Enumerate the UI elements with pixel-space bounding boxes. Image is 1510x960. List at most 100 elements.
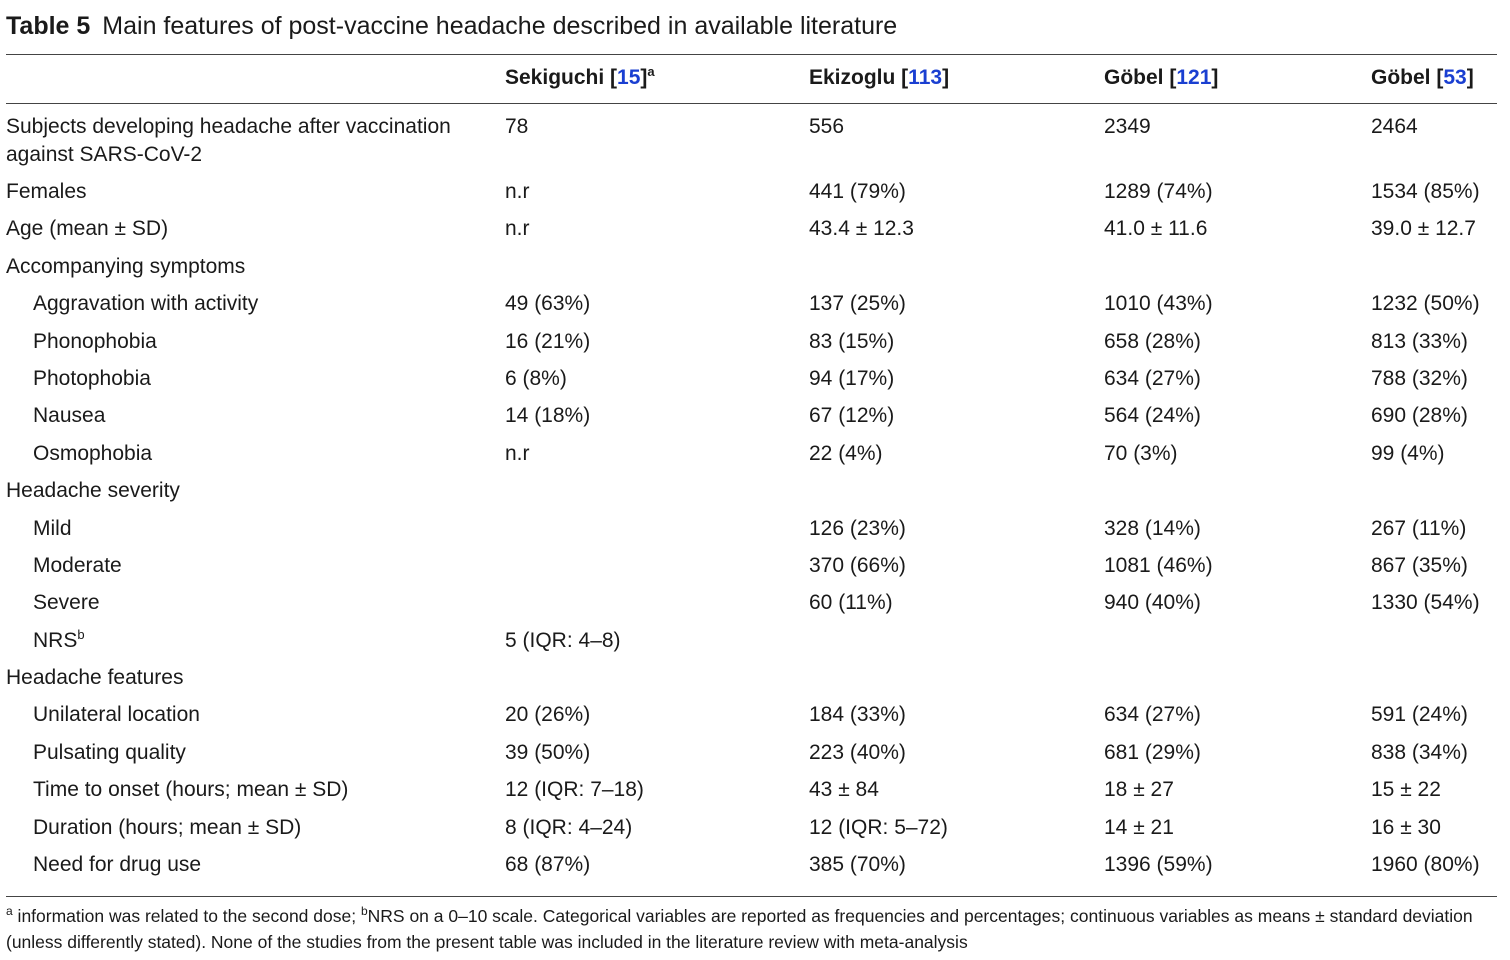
- row-label: Phonophobia: [33, 329, 157, 353]
- table-row: NRSb 5 (IQR: 4–8): [0, 627, 1510, 664]
- table-cell: 867 (35%): [1371, 553, 1468, 577]
- row-label: Nausea: [33, 404, 106, 428]
- table-cell: 137 (25%): [809, 292, 906, 316]
- table-cell: 690 (28%): [1371, 404, 1468, 428]
- table-cell: 67 (12%): [809, 404, 895, 428]
- row-label: Duration (hours; mean ± SD): [33, 815, 302, 839]
- table-row: Pulsating quality 39 (50%) 223 (40%) 681…: [0, 739, 1510, 776]
- footnote-mark: a: [647, 64, 655, 79]
- table-cell: 43 ± 84: [809, 778, 879, 802]
- row-label: Severe: [33, 591, 100, 615]
- table-label: Table 5: [6, 12, 91, 40]
- table-cell: 1960 (80%): [1371, 853, 1480, 877]
- column-header-sekiguchi: Sekiguchi [15]a: [505, 64, 655, 89]
- table-row: Unilateral location 20 (26%) 184 (33%) 6…: [0, 701, 1510, 738]
- table-cell: 838 (34%): [1371, 740, 1468, 764]
- table-cell: 39 (50%): [505, 740, 591, 764]
- row-label: Unilateral location: [33, 703, 200, 727]
- column-header-gobel-53: Göbel [53]: [1371, 66, 1474, 89]
- row-label: Aggravation with activity: [33, 292, 259, 316]
- table-cell: 12 (IQR: 5–72): [809, 815, 948, 839]
- table-cell: n.r: [505, 180, 530, 203]
- table-row: Aggravation with activity 49 (63%) 137 (…: [0, 290, 1510, 327]
- table-cell: 223 (40%): [809, 740, 906, 764]
- table-cell: 41.0 ± 11.6: [1104, 217, 1208, 241]
- top-rule: [6, 54, 1497, 55]
- table-cell: 8 (IQR: 4–24): [505, 815, 633, 839]
- section-label: Headache severity: [6, 479, 180, 503]
- table-cell: 14 (18%): [505, 404, 591, 428]
- citation-link[interactable]: 53: [1443, 66, 1467, 89]
- citation-link[interactable]: 113: [908, 66, 943, 89]
- table-cell: 126 (23%): [809, 516, 906, 540]
- table-row: Age (mean ± SD) n.r 43.4 ± 12.3 41.0 ± 1…: [0, 215, 1510, 252]
- table-row: Duration (hours; mean ± SD) 8 (IQR: 4–24…: [0, 814, 1510, 851]
- table-cell: 1010 (43%): [1104, 292, 1213, 316]
- table-cell: 634 (27%): [1104, 366, 1201, 390]
- row-label: Pulsating quality: [33, 740, 186, 764]
- table-cell: 70 (3%): [1104, 441, 1178, 465]
- table-cell: 68 (87%): [505, 853, 591, 877]
- table-row: Females n.r 441 (79%) 1289 (74%) 1534 (8…: [0, 178, 1510, 215]
- table-cell: 441 (79%): [809, 180, 906, 203]
- table-cell: 16 ± 30: [1371, 815, 1441, 839]
- table-cell: 6 (8%): [505, 366, 567, 390]
- table-cell: 328 (14%): [1104, 516, 1201, 540]
- column-header-ekizoglu: Ekizoglu [113]: [809, 66, 950, 89]
- table-cell: 184 (33%): [809, 703, 906, 727]
- table-cell: 2349: [1104, 115, 1151, 138]
- table-cell: 813 (33%): [1371, 329, 1468, 353]
- footnote-mark: b: [77, 626, 85, 642]
- table-cell: 94 (17%): [809, 366, 895, 390]
- table-cell: 1330 (54%): [1371, 591, 1480, 615]
- table-cell: 2464: [1371, 115, 1418, 138]
- table-cell: n.r: [505, 217, 530, 241]
- table-cell: 99 (4%): [1371, 441, 1445, 465]
- table-cell: 564 (24%): [1104, 404, 1201, 428]
- table-cell: 14 ± 21: [1104, 815, 1174, 839]
- table-cell: 556: [809, 115, 845, 138]
- table-cell: 5 (IQR: 4–8): [505, 628, 621, 652]
- table-footnote: a information was related to the second …: [6, 904, 1473, 952]
- citation-link[interactable]: 121: [1176, 66, 1212, 89]
- table-caption: Table 5 Main features of post-vaccine hea…: [6, 8, 897, 44]
- footnote-mark: a: [6, 904, 13, 919]
- table-cell: 385 (70%): [809, 853, 906, 877]
- table-cell: 681 (29%): [1104, 740, 1201, 764]
- table-cell: 1396 (59%): [1104, 853, 1213, 877]
- table-cell: 370 (66%): [809, 553, 906, 577]
- row-label: NRSb: [33, 626, 85, 652]
- table-cell: 1081 (46%): [1104, 553, 1213, 577]
- row-label: Moderate: [33, 553, 122, 577]
- table-cell: 788 (32%): [1371, 366, 1468, 390]
- section-label: Accompanying symptoms: [6, 254, 246, 278]
- row-label: Females: [6, 180, 87, 203]
- row-label: Osmophobia: [33, 441, 153, 465]
- row-label: Subjects developing headache after vacci…: [6, 115, 451, 166]
- table-row: Photophobia 6 (8%) 94 (17%) 634 (27%) 78…: [0, 365, 1510, 402]
- table-cell: 591 (24%): [1371, 703, 1468, 727]
- table-cell: 78: [505, 115, 529, 138]
- table-cell: 60 (11%): [809, 591, 893, 615]
- citation-link[interactable]: 15: [617, 66, 641, 89]
- table-cell: 12 (IQR: 7–18): [505, 778, 644, 802]
- row-label: Photophobia: [33, 366, 151, 390]
- table-header-row: Sekiguchi [15]a Ekizoglu [113] Göbel [12…: [0, 60, 1510, 96]
- row-label: Need for drug use: [33, 853, 202, 877]
- section-row: Accompanying symptoms: [0, 253, 1510, 290]
- table-cell: 634 (27%): [1104, 703, 1201, 727]
- table-cell: 20 (26%): [505, 703, 591, 727]
- table-row: Time to onset (hours; mean ± SD) 12 (IQR…: [0, 776, 1510, 813]
- table-cell: 83 (15%): [809, 329, 895, 353]
- table-row: Nausea 14 (18%) 67 (12%) 564 (24%) 690 (…: [0, 402, 1510, 439]
- table-cell: 940 (40%): [1104, 591, 1201, 615]
- row-label: Age (mean ± SD): [6, 217, 169, 241]
- table-row: Subjects developing headache after vacci…: [0, 113, 1510, 178]
- row-label: Time to onset (hours; mean ± SD): [33, 778, 349, 802]
- table-title: Main features of post-vaccine headache d…: [102, 12, 898, 40]
- table-cell: n.r: [505, 441, 530, 465]
- bottom-rule: [6, 896, 1497, 897]
- table-cell: 18 ± 27: [1104, 778, 1174, 802]
- table-cell: 15 ± 22: [1371, 778, 1441, 802]
- table-body: Subjects developing headache after vacci…: [0, 113, 1510, 888]
